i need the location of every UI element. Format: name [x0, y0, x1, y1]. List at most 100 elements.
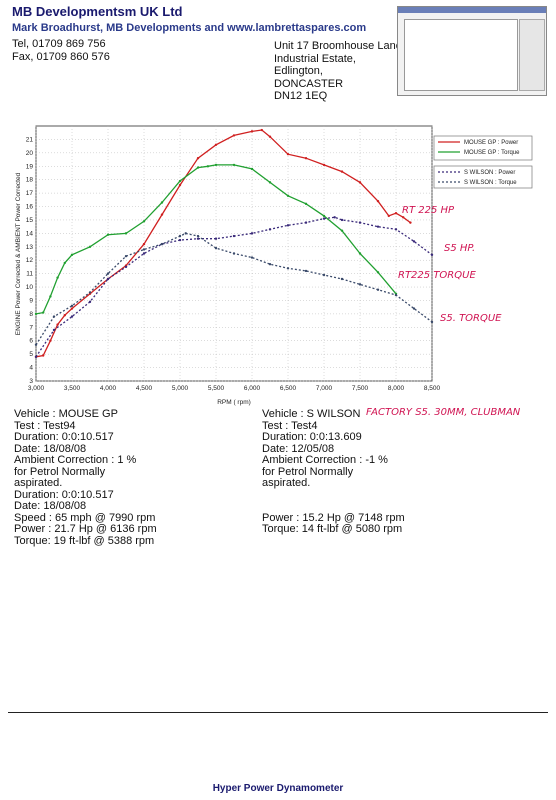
thumbnail-plot	[404, 19, 518, 91]
data-point	[394, 212, 398, 215]
legend-label-wilson-power: S WILSON : Power	[464, 170, 515, 176]
data-point	[63, 261, 66, 265]
speed-result: Speed : 65 mph @ 7990 rpm	[14, 511, 156, 524]
data-point	[286, 267, 290, 270]
ambient-correction: Ambient Correction : 1 %	[14, 454, 137, 466]
data-point	[250, 130, 254, 133]
y-tick-label: 8	[29, 311, 33, 318]
petrol-note-2: aspirated.	[14, 477, 63, 489]
y-tick-label: 19	[26, 163, 34, 170]
power-result: Power : 15.2 Hp @ 7148 rpm	[262, 511, 405, 524]
data-point	[286, 152, 290, 156]
data-point	[260, 128, 263, 132]
thumbnail-titlebar	[398, 7, 546, 13]
data-point	[232, 163, 236, 167]
thumbnail-panel	[519, 19, 545, 91]
data-point	[232, 134, 236, 137]
data-point	[402, 216, 405, 219]
data-point	[49, 339, 52, 342]
annotation-s5-torque: S5. TORQUE	[440, 313, 502, 324]
data-point	[268, 263, 272, 266]
ambient-correction: Ambient Correction : -1 %	[262, 454, 388, 466]
right-info-block: Vehicle : S WILSON Test : Test4 Duration…	[262, 408, 405, 536]
data-point	[88, 245, 92, 248]
data-point	[178, 234, 182, 238]
data-point	[340, 277, 344, 281]
data-point	[184, 232, 187, 235]
data-point	[142, 242, 146, 246]
address-line: Industrial Estate,	[274, 52, 356, 65]
annotation-factory-note: FACTORY S5. 30MM, CLUBMAN	[366, 407, 521, 418]
data-point	[322, 214, 326, 218]
annotation-s5-hp: S5 HP.	[444, 243, 475, 254]
left-info-block: Vehicle : MOUSE GP Test : Test94 Duratio…	[14, 408, 157, 547]
data-point	[430, 253, 434, 257]
data-point	[160, 201, 164, 204]
x-tick-label: 5,000	[172, 385, 189, 392]
petrol-note: for Petrol Normally	[14, 465, 106, 478]
vehicle-name: Vehicle : S WILSON	[262, 408, 361, 420]
data-point	[232, 252, 236, 255]
power-result: Power : 21.7 Hp @ 6136 rpm	[14, 523, 157, 535]
torque-result: Torque: 14 ft-lbf @ 5080 rpm	[262, 523, 403, 535]
footer-title: Hyper Power Dynamometer	[212, 783, 344, 794]
x-axis-label: RPM ( rpm)	[217, 399, 251, 406]
fax-number: Fax, 01709 860 576	[12, 51, 110, 63]
data-point	[358, 283, 362, 286]
data-point	[304, 269, 308, 273]
duration-repeat: Duration: 0:0:10.517	[14, 488, 114, 501]
y-tick-label: 9	[29, 297, 33, 304]
data-point	[142, 220, 146, 223]
data-point	[178, 238, 182, 242]
data-point	[232, 234, 236, 238]
data-point	[376, 225, 380, 228]
data-point	[160, 242, 164, 246]
x-tick-label: 7,000	[316, 385, 333, 392]
data-point	[376, 199, 380, 203]
address-line: Unit 17 Broomhouse Lane	[274, 40, 402, 52]
data-point	[304, 221, 308, 224]
data-point	[268, 135, 272, 138]
data-point	[387, 214, 390, 218]
tel-number: Tel, 01709 869 756	[12, 38, 106, 50]
data-point	[196, 234, 200, 238]
data-point	[88, 300, 92, 304]
x-tick-label: 3,000	[28, 385, 45, 392]
address-block: Unit 17 Broomhouse Lane Industrial Estat…	[274, 40, 402, 103]
data-point	[322, 217, 326, 220]
data-point	[304, 157, 308, 160]
data-point	[412, 307, 416, 310]
dyno-chart: 3 4 5 6 7 8 9 10 11 12 13 14 15 16 17 18 19 20 21 3,000 3,5…	[15, 125, 533, 406]
legend-label-mouse-torque: MOUSE GP : Torque	[464, 150, 520, 156]
x-tick-label: 8,000	[388, 385, 405, 392]
petrol-note-2: aspirated.	[262, 477, 311, 489]
y-tick-label: 17	[26, 190, 34, 197]
data-point	[106, 277, 110, 281]
chart-grid	[35, 126, 433, 382]
y-tick-label: 12	[26, 257, 34, 264]
y-tick-label: 18	[26, 177, 34, 184]
y-tick-label: 7	[29, 324, 33, 331]
data-point	[106, 233, 110, 236]
data-point	[358, 181, 362, 184]
data-point	[63, 314, 66, 317]
data-point	[142, 252, 146, 255]
data-point	[206, 165, 210, 168]
data-point	[142, 248, 146, 251]
date: Date: 12/05/08	[262, 442, 335, 455]
date: Date: 18/08/08	[14, 442, 87, 455]
data-point	[34, 355, 38, 359]
x-tick-label: 8,500	[424, 385, 441, 392]
y-tick-label: 20	[26, 150, 34, 157]
y-tick-label: 13	[26, 244, 34, 251]
y-tick-label: 10	[26, 284, 34, 291]
legend-label-mouse-power: MOUSE GP : Power	[464, 140, 518, 146]
data-point	[268, 181, 272, 184]
data-point	[286, 224, 290, 227]
data-point	[49, 295, 52, 298]
data-point	[196, 237, 200, 240]
data-point	[70, 304, 74, 308]
y-tick-label: 14	[26, 230, 34, 237]
address-line: DN12 1EQ	[274, 90, 328, 102]
series-line-2	[35, 216, 433, 358]
